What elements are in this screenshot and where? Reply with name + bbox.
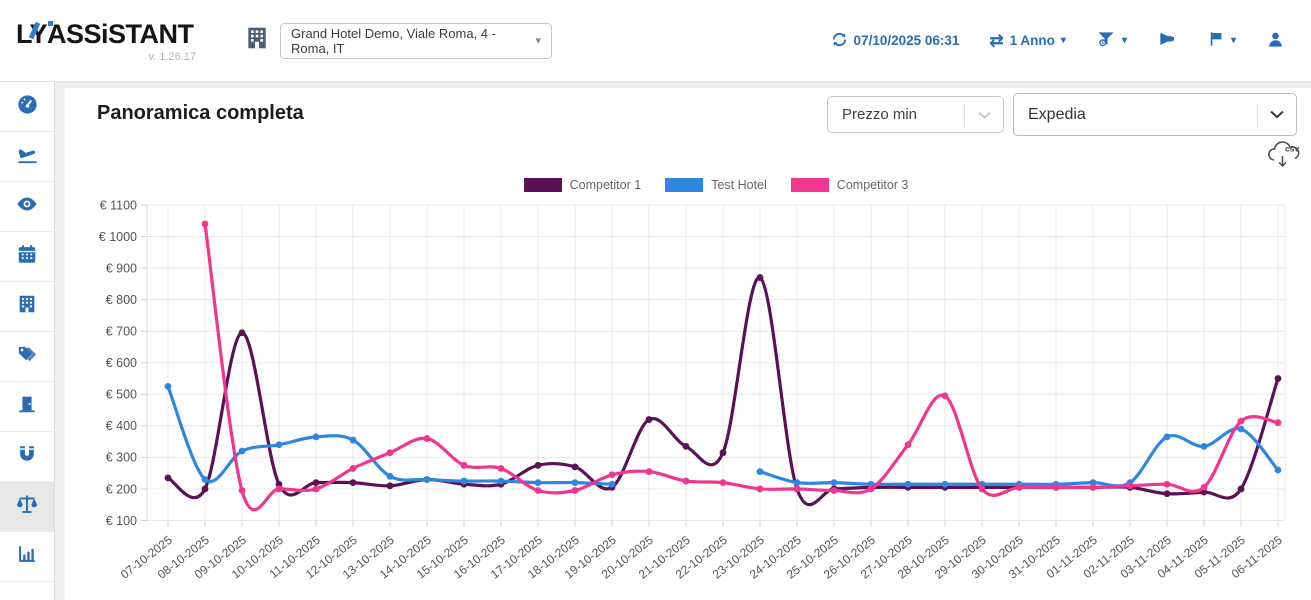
bar-chart-icon	[16, 543, 38, 570]
svg-text:€ 400: € 400	[106, 419, 137, 433]
version-label: v. 1.26.17	[148, 50, 197, 63]
period-selector[interactable]: ⇄ 1 Anno ▾	[989, 32, 1066, 49]
hotel-selector[interactable]: Grand Hotel Demo, Viale Roma, 4 - Roma, …	[280, 22, 552, 59]
eye-icon	[15, 192, 39, 221]
svg-text:csv: csv	[1285, 143, 1299, 153]
app-logo: LYASSiSTANT	[16, 19, 196, 50]
chevron-down-icon	[1258, 110, 1296, 119]
sidebar-item-rooms[interactable]	[0, 382, 54, 432]
svg-text:€ 300: € 300	[106, 451, 137, 465]
hotel-icon	[16, 293, 38, 320]
hotel-selector-value: Grand Hotel Demo, Viale Roma, 4 - Roma, …	[291, 25, 496, 56]
sidebar-item-pricing[interactable]	[0, 332, 54, 382]
sidebar-item-calendar[interactable]	[0, 232, 54, 282]
chevron-down-icon: ▾	[1121, 35, 1127, 46]
chevron-down-icon	[965, 111, 1003, 119]
content-card: Panoramica completa Prezzo min Expedia c…	[65, 88, 1311, 600]
sidebar	[0, 82, 55, 600]
user-icon	[1266, 30, 1285, 52]
cloud-download-icon: csv	[1265, 138, 1303, 175]
legend-label: Competitor 3	[836, 178, 909, 192]
svg-text:€ 600: € 600	[106, 356, 137, 370]
gauge-icon	[16, 93, 39, 121]
last-update-label: 07/10/2025 06:31	[853, 33, 960, 48]
price-type-value: Prezzo min	[842, 106, 918, 123]
legend-swatch	[790, 178, 829, 192]
svg-text:€ 1100: € 1100	[100, 198, 137, 212]
hotel-building-icon	[244, 25, 270, 56]
chevron-down-icon: ▾	[1230, 35, 1236, 46]
door-icon	[16, 393, 38, 420]
legend-item[interactable]: Competitor 1	[523, 178, 642, 192]
app-header: LYASSiSTANT v. 1.26.17 Grand Hotel Demo,…	[0, 0, 1311, 82]
svg-text:€ 1000: € 1000	[99, 230, 137, 244]
megaphone-icon	[1157, 29, 1177, 52]
logo-part: L	[16, 18, 30, 49]
svg-text:€ 200: € 200	[106, 482, 137, 496]
legend-label: Test Hotel	[711, 178, 767, 192]
sidebar-item-magnet[interactable]	[0, 432, 54, 482]
csv-download-button[interactable]: csv	[1263, 138, 1305, 174]
price-chart: € 100 € 200 € 300 € 400 € 500 € 600 € 700 € 800…	[99, 198, 1286, 582]
sidebar-item-visibility[interactable]	[0, 182, 54, 232]
scales-icon	[15, 492, 39, 521]
legend-swatch	[665, 178, 704, 192]
swap-icon: ⇄	[989, 31, 1004, 50]
filter-menu-button[interactable]: ▾	[1096, 29, 1127, 52]
channel-value: Expedia	[1028, 105, 1086, 123]
announcements-button[interactable]	[1157, 29, 1177, 52]
funnel-icon	[1096, 29, 1116, 52]
sidebar-item-arrivals[interactable]	[0, 132, 54, 182]
sidebar-item-hotel[interactable]	[0, 282, 54, 332]
user-menu-button[interactable]	[1266, 30, 1285, 52]
svg-text:€ 800: € 800	[106, 293, 137, 307]
divider	[964, 103, 965, 126]
price-tags-icon	[16, 343, 39, 371]
sidebar-item-statistics[interactable]	[0, 532, 54, 582]
svg-text:€ 700: € 700	[106, 325, 137, 339]
divider	[1257, 103, 1258, 126]
channel-select[interactable]: Expedia	[1013, 93, 1297, 136]
magnet-icon	[16, 443, 38, 470]
flags-button[interactable]: ▾	[1207, 30, 1236, 51]
period-value: 1 Anno	[1009, 33, 1055, 48]
plane-landing-icon	[16, 143, 39, 171]
chevron-down-icon: ▾	[1060, 35, 1066, 46]
logo-part: ASSiSTANT	[47, 18, 194, 49]
svg-text:€ 100: € 100	[106, 514, 137, 528]
flag-icon	[1207, 30, 1225, 51]
legend-swatch	[523, 178, 562, 192]
legend-label: Competitor 1	[569, 178, 642, 192]
refresh-icon	[831, 31, 848, 51]
sidebar-item-dashboard[interactable]	[0, 82, 54, 132]
svg-text:€ 500: € 500	[106, 388, 137, 402]
logo-part: Y	[29, 18, 48, 49]
price-type-select[interactable]: Prezzo min	[827, 96, 1004, 133]
legend-item[interactable]: Competitor 3	[790, 178, 909, 192]
sidebar-item-comparison[interactable]	[0, 482, 54, 532]
legend-item[interactable]: Test Hotel	[665, 178, 767, 192]
page-title: Panoramica completa	[97, 102, 304, 124]
refresh-control[interactable]: 07/10/2025 06:31	[831, 31, 960, 51]
svg-text:€ 900: € 900	[106, 261, 137, 275]
calendar-icon	[16, 243, 38, 270]
chevron-down-icon: ▾	[535, 35, 541, 47]
chart-legend: Competitor 1 Test Hotel Competitor 3	[147, 178, 1285, 192]
